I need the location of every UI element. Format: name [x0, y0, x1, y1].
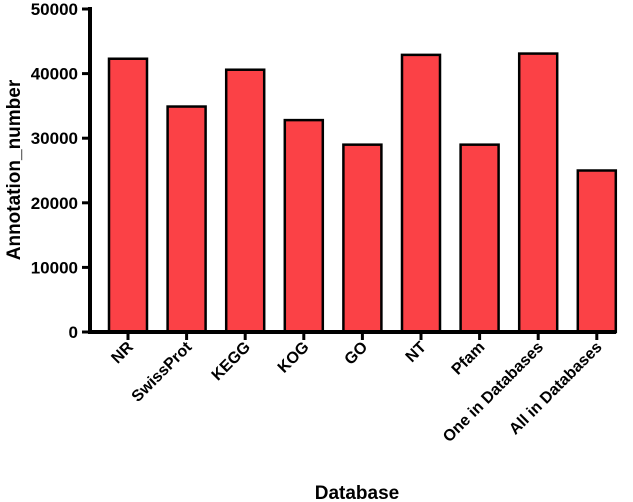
- y-axis-title: Annotation_number: [4, 79, 25, 260]
- x-category-label: KEGG: [209, 339, 254, 384]
- bar-nr: [107, 57, 149, 334]
- x-category-label: SwissProt: [129, 338, 196, 405]
- y-tick-label: 30000: [31, 129, 78, 148]
- x-category-label: GO: [342, 339, 372, 369]
- bar-swissprot: [166, 105, 207, 334]
- y-tick-label: 40000: [31, 65, 78, 84]
- y-tick-label: 50000: [31, 0, 78, 19]
- bar-pfam: [459, 143, 500, 334]
- x-axis-title: Database: [315, 483, 400, 502]
- bar-one-in-databases: [517, 52, 559, 334]
- bar-nt: [400, 53, 442, 334]
- y-tick-label: 10000: [31, 258, 78, 277]
- bar-go: [342, 143, 383, 334]
- bars-group: [107, 52, 618, 334]
- bar-kog: [283, 118, 325, 334]
- x-category-label: KOG: [275, 339, 313, 377]
- bar-kegg: [224, 68, 266, 334]
- y-tick-label: 0: [69, 323, 78, 342]
- bar-all-in-databases: [576, 169, 618, 334]
- y-tick-label: 20000: [31, 194, 78, 213]
- x-category-label: Pfam: [449, 339, 489, 379]
- x-category-label: NT: [403, 339, 430, 366]
- x-category-label: NR: [108, 338, 137, 367]
- y-axis-ticks: 0 10000 20000 30000 40000 50000: [31, 0, 90, 342]
- x-category-label: One in Databases: [440, 339, 547, 446]
